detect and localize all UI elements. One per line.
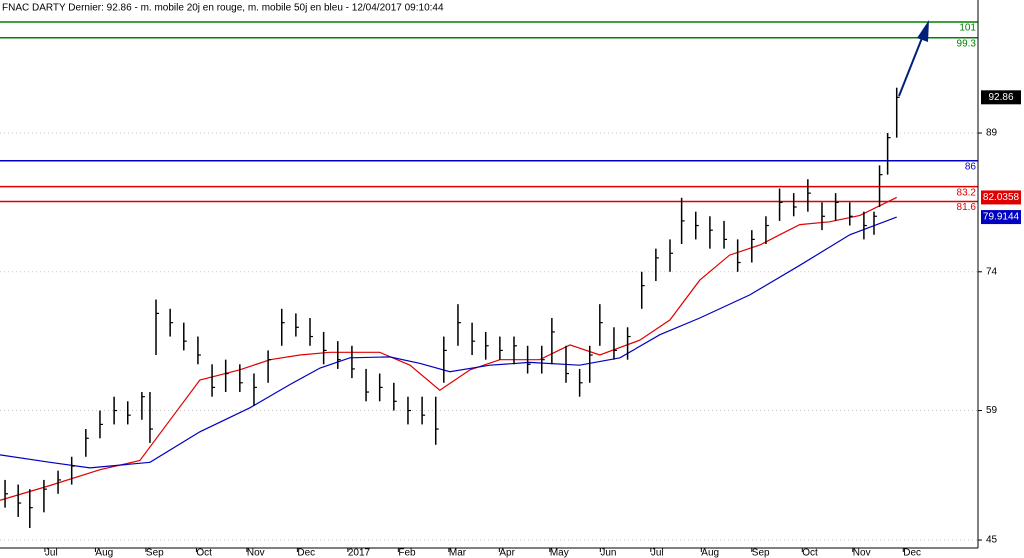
x-tick-label: Jul xyxy=(45,548,58,558)
x-tick-label: Apr xyxy=(499,548,515,558)
x-tick-label: Oct xyxy=(802,548,818,558)
x-tick-label: Aug xyxy=(95,548,113,558)
moving-average xyxy=(0,196,897,501)
y-tick-label: 74 xyxy=(986,266,998,277)
x-tick-label: Nov xyxy=(853,548,871,558)
level-label: 86 xyxy=(965,161,977,172)
x-tick-label: Sep xyxy=(752,548,770,558)
last-value-label: 82.0358 xyxy=(983,192,1020,203)
level-label: 83.2 xyxy=(957,187,977,198)
grid-layer xyxy=(0,21,978,541)
x-tick-label: 2017 xyxy=(348,548,371,558)
x-tick-label: Feb xyxy=(398,548,416,558)
level-label: 101 xyxy=(959,23,976,34)
last-value-badge xyxy=(981,90,1021,105)
x-tick-label: Aug xyxy=(701,548,719,558)
x-tick-label: Sep xyxy=(146,548,164,558)
x-tick-label: Jun xyxy=(600,548,616,558)
x-tick-label: May xyxy=(550,548,569,558)
level-label: 99.3 xyxy=(957,38,977,49)
arrow-shaft xyxy=(898,37,923,97)
last-value-label: 92.86 xyxy=(988,92,1013,103)
last-value-badge xyxy=(981,210,1021,225)
x-tick-label: Oct xyxy=(196,548,212,558)
x-tick-label: Nov xyxy=(247,548,265,558)
y-tick-label: 45 xyxy=(986,535,998,546)
x-tick-label: Dec xyxy=(297,548,315,558)
y-tick-label: 59 xyxy=(986,405,998,416)
level-label: 81.6 xyxy=(957,202,977,213)
last-value-badge xyxy=(981,190,1021,205)
chart-title: FNAC DARTY Dernier: 92.86 - m. mobile 20… xyxy=(2,3,444,14)
x-tick-label: Dec xyxy=(903,548,921,558)
moving-average xyxy=(0,216,897,469)
x-tick-label: Jul xyxy=(651,548,664,558)
arrow-head xyxy=(917,20,929,42)
x-tick-label: Mar xyxy=(449,548,467,558)
marks-layer xyxy=(0,87,900,529)
y-tick-label: 89 xyxy=(986,128,998,139)
last-value-label: 79.9144 xyxy=(983,212,1020,223)
